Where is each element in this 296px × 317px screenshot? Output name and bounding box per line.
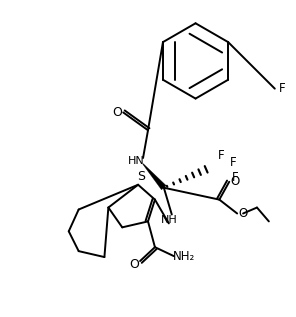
- Text: O: O: [239, 207, 248, 220]
- Text: F: F: [232, 171, 239, 184]
- Text: F: F: [230, 157, 237, 170]
- Text: HN: HN: [128, 156, 144, 166]
- Polygon shape: [143, 164, 166, 190]
- Text: NH₂: NH₂: [173, 249, 195, 262]
- Text: F: F: [279, 82, 285, 95]
- Text: S: S: [137, 170, 145, 183]
- Text: NH: NH: [160, 216, 177, 225]
- Text: F: F: [218, 149, 225, 162]
- Text: O: O: [129, 257, 139, 270]
- Text: O: O: [112, 106, 122, 119]
- Text: O: O: [231, 175, 240, 188]
